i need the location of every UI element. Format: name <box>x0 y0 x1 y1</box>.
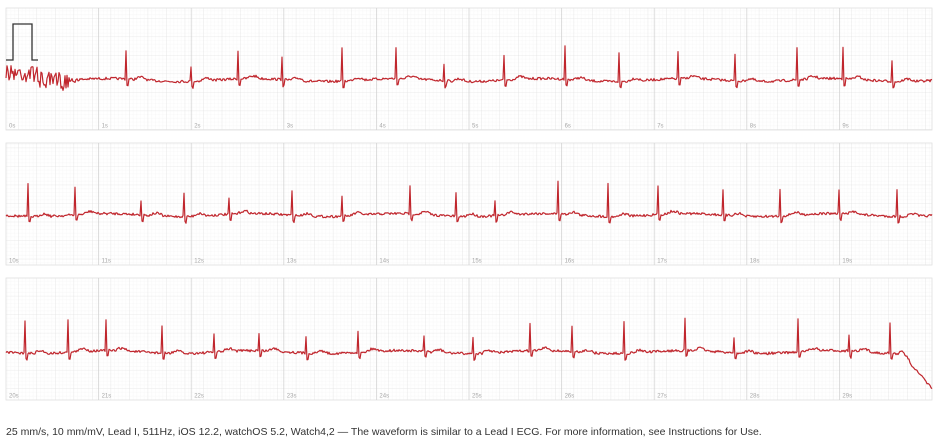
second-label: 27s <box>657 394 667 400</box>
calibration-pulse <box>6 23 38 61</box>
second-label: 28s <box>750 394 760 400</box>
second-label: 4s <box>379 124 385 130</box>
second-label: 12s <box>194 259 204 265</box>
second-label: 14s <box>379 259 389 265</box>
ecg-strip: 20s 21s 22s 23s 24s 25s 26s 27s 28s 29s <box>5 277 933 401</box>
second-label: 25s <box>472 394 482 400</box>
second-label: 24s <box>379 394 389 400</box>
second-label: 29s <box>842 394 852 400</box>
second-label: 13s <box>287 259 297 265</box>
second-label: 8s <box>750 124 756 130</box>
second-label: 18s <box>750 259 760 265</box>
second-label: 2s <box>194 124 200 130</box>
second-label: 19s <box>842 259 852 265</box>
second-label: 3s <box>287 124 293 130</box>
second-label: 5s <box>472 124 478 130</box>
ecg-strip: 10s 11s 12s 13s 14s 15s 16s 17s 18s 19s <box>5 142 933 266</box>
second-label: 6s <box>565 124 571 130</box>
second-label: 10s <box>9 259 19 265</box>
second-label: 16s <box>565 259 575 265</box>
second-label: 7s <box>657 124 663 130</box>
second-label: 20s <box>9 394 19 400</box>
second-label: 23s <box>287 394 297 400</box>
second-label: 22s <box>194 394 204 400</box>
ecg-trace <box>5 180 933 224</box>
second-label: 17s <box>657 259 667 265</box>
ecg-trace <box>5 45 933 91</box>
second-label: 11s <box>102 259 111 265</box>
second-label: 0s <box>9 124 15 130</box>
second-label: 1s <box>102 124 108 130</box>
second-label: 21s <box>102 394 112 400</box>
ecg-trace <box>5 317 933 390</box>
second-label: 9s <box>842 124 848 130</box>
footer-text: 25 mm/s, 10 mm/mV, Lead I, 511Hz, iOS 12… <box>6 426 762 438</box>
second-label: 15s <box>472 259 482 265</box>
ecg-strip: 0s 1s 2s 3s 4s 5s 6s 7s 8s 9s <box>5 7 933 131</box>
second-label: 26s <box>565 394 575 400</box>
